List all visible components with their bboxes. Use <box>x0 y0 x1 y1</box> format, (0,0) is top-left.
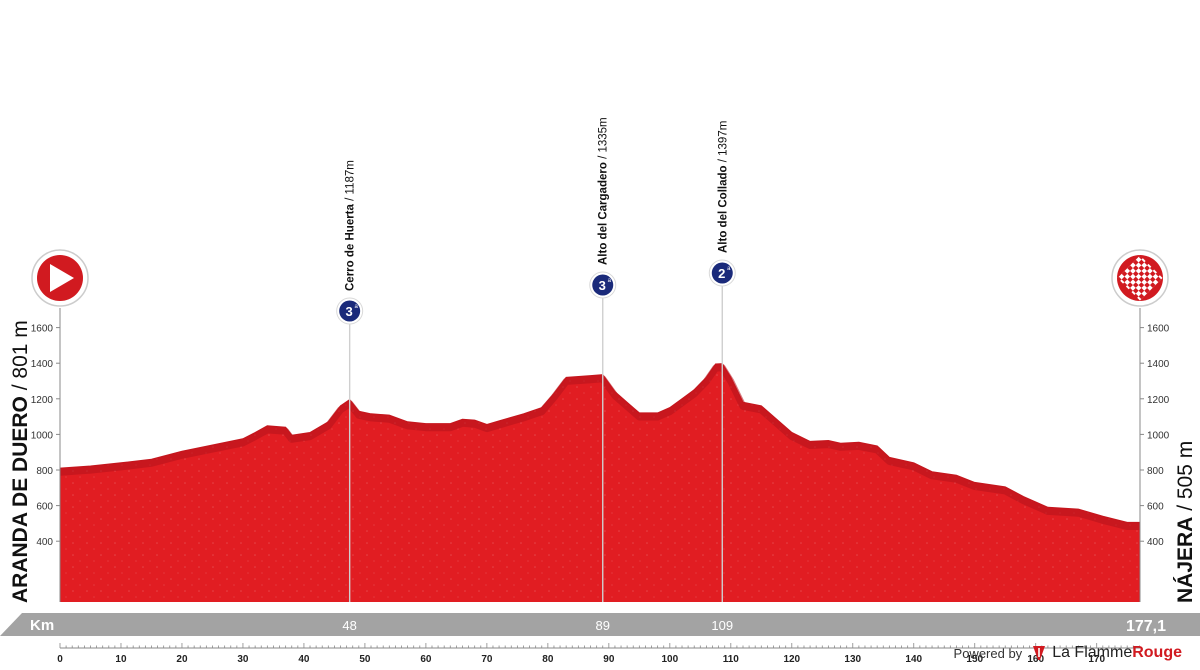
brand-name-part2: Rouge <box>1132 644 1182 661</box>
y-tick-label-right: 1000 <box>1147 430 1170 441</box>
climb-km-label: 109 <box>711 618 733 633</box>
profile-ridge-shading <box>59 364 1140 530</box>
start-town: ARANDA DE DUERO <box>9 396 32 603</box>
climb-altitude: / 1335m <box>598 117 610 162</box>
climb-name: Cerro de Huerta <box>345 203 357 291</box>
x-tick-label: 80 <box>542 654 554 665</box>
x-tick-label: 20 <box>176 654 188 665</box>
climb-category: 3 <box>346 304 353 319</box>
climb-marker: 3 a Cerro de Huerta / 1187m <box>336 160 364 602</box>
y-tick-label-right: 1600 <box>1147 324 1170 335</box>
climb-km-label: 48 <box>342 618 356 633</box>
y-tick-label-left: 1000 <box>31 430 54 441</box>
climb-name: Alto del Cargadero <box>598 162 610 265</box>
y-tick-label-left: 600 <box>36 502 53 513</box>
y-tick-label-left: 1400 <box>31 359 54 370</box>
climb-category-suffix: a <box>727 266 731 272</box>
y-axes-group: 400 400 600 600 800 800 1000 1000 1200 1200 1400 14… <box>31 308 1170 602</box>
climb-category: 3 <box>599 278 606 293</box>
y-tick-label-right: 400 <box>1147 537 1164 548</box>
brand-name-part1: La Flamme <box>1052 644 1133 661</box>
profile-area-group <box>59 363 1140 602</box>
y-tick-label-left: 800 <box>36 466 53 477</box>
y-tick-label-right: 600 <box>1147 502 1164 513</box>
climb-marker: 3 a Alto del Cargadero / 1335m <box>589 117 617 602</box>
climb-marker: 2 a Alto del Collado / 1397m <box>708 121 736 602</box>
finish-label: NÁJERA / 505 m <box>1174 441 1197 603</box>
climb-category: 2 <box>718 266 725 281</box>
x-tick-label: 10 <box>115 654 127 665</box>
mountain-category-badge-icon <box>339 300 361 322</box>
y-tick-label-left: 400 <box>36 537 53 548</box>
x-tick-label: 30 <box>237 654 249 665</box>
y-tick-label-left: 1200 <box>31 395 54 406</box>
start-elevation: / 801 m <box>9 320 32 396</box>
climb-label: Alto del Cargadero / 1335m <box>598 117 610 265</box>
footer-branding: Powered by La Flamme Rouge <box>954 644 1182 662</box>
x-tick-label: 160 <box>1027 654 1044 665</box>
mountain-category-badge-icon <box>711 262 733 284</box>
x-tick-label: 170 <box>1088 654 1105 665</box>
x-tick-label: 70 <box>481 654 493 665</box>
flamme-rouge-logo-icon <box>1033 646 1046 660</box>
x-tick-label: 150 <box>966 654 983 665</box>
powered-by-text: Powered by <box>953 645 1023 661</box>
climb-altitude: / 1187m <box>345 160 357 204</box>
total-distance-label: 177,1 <box>1126 618 1166 635</box>
climb-label: Alto del Collado / 1397m <box>717 121 729 253</box>
x-axis-group: Km 177,1 48 89 109 0 10 20 30 40 50 60 70 80 90 100 110 1… <box>0 613 1200 665</box>
play-arrow-icon <box>50 264 74 292</box>
x-tick-label: 100 <box>661 654 678 665</box>
mountain-category-badge-icon <box>592 274 614 296</box>
km-bar <box>0 613 1200 636</box>
climb-category-suffix: a <box>608 278 612 284</box>
y-tick-label-right: 1200 <box>1147 395 1170 406</box>
y-tick-label-right: 1400 <box>1147 359 1170 370</box>
climb-name: Alto del Collado <box>717 165 729 253</box>
climb-km-label: 89 <box>596 618 610 633</box>
x-tick-label: 60 <box>420 654 432 665</box>
y-tick-label-left: 1600 <box>31 324 54 335</box>
profile-outline <box>59 363 1140 524</box>
x-tick-label: 120 <box>783 654 800 665</box>
finish-town: NÁJERA <box>1174 517 1197 603</box>
finish-elevation: / 505 m <box>1174 441 1197 517</box>
start-marker: ARANDA DE DUERO / 801 m <box>9 249 89 603</box>
climb-category-suffix: a <box>354 304 358 310</box>
finish-marker: NÁJERA / 505 m <box>1111 249 1197 603</box>
x-tick-label: 50 <box>359 654 371 665</box>
start-label: ARANDA DE DUERO / 801 m <box>9 320 32 603</box>
x-tick-label: 40 <box>298 654 310 665</box>
x-tick-label: 110 <box>723 654 740 665</box>
x-tick-label: 90 <box>603 654 615 665</box>
x-tick-label: 130 <box>844 654 861 665</box>
y-tick-label-right: 800 <box>1147 466 1164 477</box>
x-axis-label: Km <box>30 617 54 634</box>
climb-altitude: / 1397m <box>717 121 729 166</box>
x-tick-label: 140 <box>905 654 922 665</box>
start-finish-group: ARANDA DE DUERO / 801 m NÁJERA / 505 m <box>9 249 1197 603</box>
x-tick-label: 0 <box>57 654 63 665</box>
climb-label: Cerro de Huerta / 1187m <box>345 160 357 291</box>
